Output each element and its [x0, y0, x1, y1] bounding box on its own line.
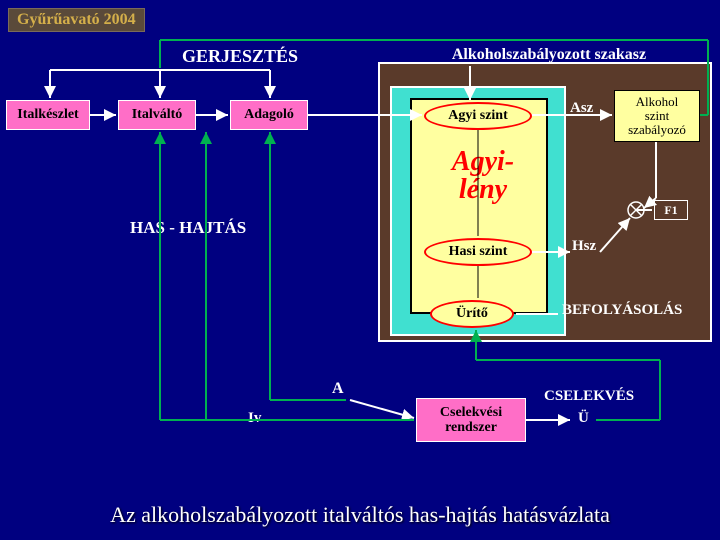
box-alko-szab: Alkohol szint szabályozó — [614, 90, 700, 142]
ellipse-urito: Ürítő — [430, 300, 514, 328]
header-title: Gyűrűavató 2004 — [8, 8, 145, 32]
region-yellow — [410, 98, 548, 314]
label-u: Ü — [578, 410, 589, 427]
label-hsz: Hsz — [572, 238, 596, 255]
label-gerjesztes: GERJESZTÉS — [160, 46, 320, 67]
caption: Az alkoholszabályozott italváltós has-ha… — [0, 502, 720, 528]
ellipse-agyi: Agyi szint — [424, 102, 532, 130]
label-cselekves: CSELEKVÉS — [544, 388, 634, 405]
box-italvalto: Italváltó — [118, 100, 196, 130]
box-italkeszlet: Italkészlet — [6, 100, 90, 130]
label-a: A — [332, 380, 344, 398]
box-cselekvesi: Cselekvési rendszer — [416, 398, 526, 442]
label-asz: Asz — [570, 100, 593, 117]
label-has-hajtas: HAS - HAJTÁS — [130, 218, 246, 238]
label-befolyasolas: BEFOLYÁSOLÁS — [562, 302, 682, 319]
label-iv: Iv — [248, 410, 261, 427]
box-f1: F1 — [654, 200, 688, 220]
ellipse-hasi: Hasi szint — [424, 238, 532, 266]
box-adagolo: Adagoló — [230, 100, 308, 130]
label-alkohol-szakasz: Alkoholszabályozott szakasz — [394, 46, 704, 64]
text-agyileny: Agyi- lény — [428, 148, 538, 204]
